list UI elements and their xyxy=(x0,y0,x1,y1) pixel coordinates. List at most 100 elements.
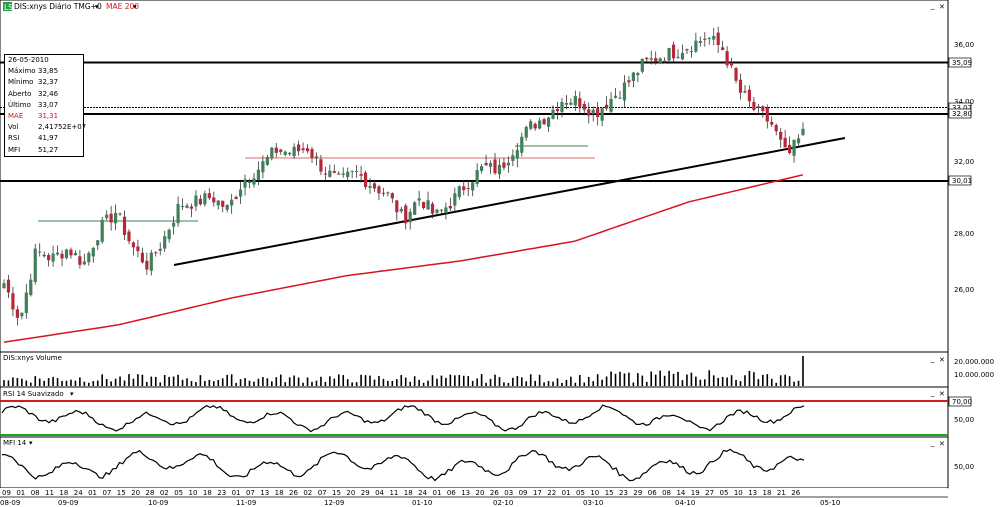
volume-bar xyxy=(672,373,675,386)
volume-bar xyxy=(208,379,211,386)
volume-bar xyxy=(391,380,394,386)
x-day-label: 04 xyxy=(375,489,384,497)
volume-bar xyxy=(489,378,492,386)
volume-bar xyxy=(311,381,313,386)
candle-body xyxy=(551,109,555,119)
candle-body xyxy=(475,170,479,184)
volume-bar xyxy=(422,382,425,386)
x-day-label: 20 xyxy=(346,489,355,497)
info-value: 2,41752E+07 xyxy=(38,123,87,132)
ma-label[interactable]: MAE 200 xyxy=(106,2,139,11)
candle-body xyxy=(69,249,73,256)
volume-bar xyxy=(172,376,175,386)
candle-body xyxy=(230,199,234,206)
x-day-label: 05 xyxy=(174,489,183,497)
volume-bar xyxy=(74,380,77,386)
rsi-title[interactable]: RSI 14 Suavizado xyxy=(3,390,64,398)
close-icon[interactable]: ✕ xyxy=(939,390,945,398)
price-tag-label: 30,01 xyxy=(952,177,972,185)
candle-body xyxy=(189,206,194,209)
volume-bar xyxy=(467,376,470,386)
minimize-icon[interactable]: _ xyxy=(930,355,935,363)
candle-body xyxy=(167,229,171,240)
volume-bar xyxy=(534,380,536,386)
symbol-dropdown-icon[interactable]: ▾ xyxy=(95,2,99,11)
volume-bar xyxy=(699,379,702,386)
candle-body xyxy=(582,103,586,110)
x-month-label: 05-10 xyxy=(820,499,840,507)
volume-bar xyxy=(462,375,465,386)
volume-bar xyxy=(21,378,23,386)
symbol-label[interactable]: DIS:xnys Diário TMG+0 xyxy=(14,2,102,11)
candle-body xyxy=(663,60,667,62)
candle-body xyxy=(609,98,613,112)
candle-body xyxy=(622,82,627,101)
candle-body xyxy=(560,102,564,112)
volume-bar xyxy=(739,381,742,386)
candle-body xyxy=(20,312,24,317)
rsi-dropdown-icon[interactable]: ▾ xyxy=(70,390,74,398)
close-icon[interactable]: ✕ xyxy=(939,3,945,11)
volume-bar xyxy=(221,378,224,386)
candle-body xyxy=(578,98,582,107)
info-value: 33,07 xyxy=(38,100,59,109)
close-icon[interactable]: ✕ xyxy=(939,356,945,364)
volume-bar xyxy=(458,374,461,386)
candle-body xyxy=(319,159,323,172)
volume-bar xyxy=(346,379,349,386)
candle-body xyxy=(194,195,198,207)
volume-bar xyxy=(248,380,251,386)
volume-title[interactable]: DIS:xnys Volume xyxy=(3,354,62,362)
candle-body xyxy=(252,178,256,185)
candle-body xyxy=(640,58,644,72)
candle-body xyxy=(359,174,363,176)
volume-bar xyxy=(721,376,724,386)
candle-body xyxy=(716,32,720,46)
candle-body xyxy=(743,91,747,93)
minimize-icon[interactable]: _ xyxy=(930,439,935,447)
volume-bar xyxy=(436,378,438,386)
x-month-label: 08-09 xyxy=(0,499,20,507)
volume-bar xyxy=(239,379,242,386)
candle-body xyxy=(87,252,91,263)
price-tag-label: 32,80 xyxy=(952,110,972,118)
candle-body xyxy=(520,136,524,153)
x-day-label: 09 xyxy=(2,489,11,497)
x-day-label: 18 xyxy=(275,489,284,497)
volume-bar xyxy=(775,382,778,386)
minimize-icon[interactable]: _ xyxy=(930,389,935,397)
candle-body xyxy=(546,117,551,127)
mfi-title[interactable]: MFI 14 xyxy=(3,439,27,447)
volume-bar xyxy=(382,378,385,386)
candle-body xyxy=(279,149,283,152)
candle-body xyxy=(729,62,734,66)
volume-bar xyxy=(88,382,90,386)
volume-bar xyxy=(570,376,572,386)
candle-body xyxy=(73,253,78,256)
info-date: 26-05-2010 xyxy=(5,55,83,66)
mfi-dropdown-icon[interactable]: ▾ xyxy=(29,439,33,447)
candle-body xyxy=(399,208,403,212)
candle-body xyxy=(91,247,95,257)
volume-bar xyxy=(168,376,170,386)
volume-bar xyxy=(449,374,452,386)
volume-bar xyxy=(512,377,514,386)
candle-body xyxy=(136,246,140,252)
volume-bar xyxy=(498,377,501,386)
volume-bar xyxy=(257,378,260,386)
volume-bar xyxy=(784,374,786,386)
candle-body xyxy=(33,248,37,282)
x-day-label: 02 xyxy=(303,489,312,497)
candle-body xyxy=(113,212,118,224)
volume-bar xyxy=(195,382,197,386)
candle-body xyxy=(381,192,386,194)
volume-bar xyxy=(654,374,657,386)
minimize-icon[interactable]: _ xyxy=(930,2,935,10)
volume-bar xyxy=(43,380,45,386)
volume-bar xyxy=(413,376,416,386)
candle-body xyxy=(600,108,604,121)
ma-dropdown-icon[interactable]: ▾ xyxy=(133,2,137,11)
close-icon[interactable]: ✕ xyxy=(939,440,945,448)
x-day-label: 07 xyxy=(102,489,111,497)
volume-bar xyxy=(516,376,519,386)
